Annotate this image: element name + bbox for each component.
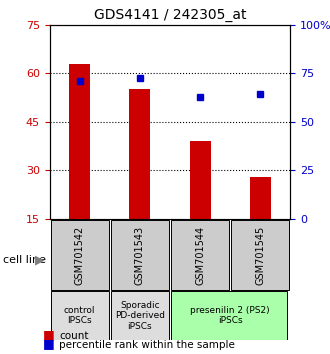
Text: control
IPSCs: control IPSCs — [64, 306, 95, 325]
Bar — [129, 90, 150, 219]
FancyBboxPatch shape — [231, 220, 289, 290]
FancyBboxPatch shape — [111, 220, 169, 290]
Text: ■: ■ — [43, 337, 55, 350]
Title: GDS4141 / 242305_at: GDS4141 / 242305_at — [94, 8, 246, 22]
Text: GSM701543: GSM701543 — [135, 225, 145, 285]
Text: percentile rank within the sample: percentile rank within the sample — [59, 339, 235, 350]
FancyBboxPatch shape — [51, 220, 109, 290]
FancyBboxPatch shape — [111, 291, 169, 340]
Text: cell line: cell line — [3, 255, 46, 265]
Text: presenilin 2 (PS2)
iPSCs: presenilin 2 (PS2) iPSCs — [190, 306, 270, 325]
Text: GSM701545: GSM701545 — [255, 225, 265, 285]
Text: GSM701542: GSM701542 — [75, 225, 84, 285]
Text: count: count — [59, 331, 89, 341]
Text: Sporadic
PD-derived
iPSCs: Sporadic PD-derived iPSCs — [115, 301, 165, 331]
Bar — [189, 141, 211, 219]
FancyBboxPatch shape — [171, 291, 287, 340]
Bar — [250, 177, 271, 219]
Text: ▶: ▶ — [35, 254, 44, 267]
Text: GSM701544: GSM701544 — [195, 225, 205, 285]
FancyBboxPatch shape — [51, 291, 109, 340]
FancyBboxPatch shape — [171, 220, 229, 290]
Text: ■: ■ — [43, 328, 55, 341]
Bar — [69, 64, 90, 219]
